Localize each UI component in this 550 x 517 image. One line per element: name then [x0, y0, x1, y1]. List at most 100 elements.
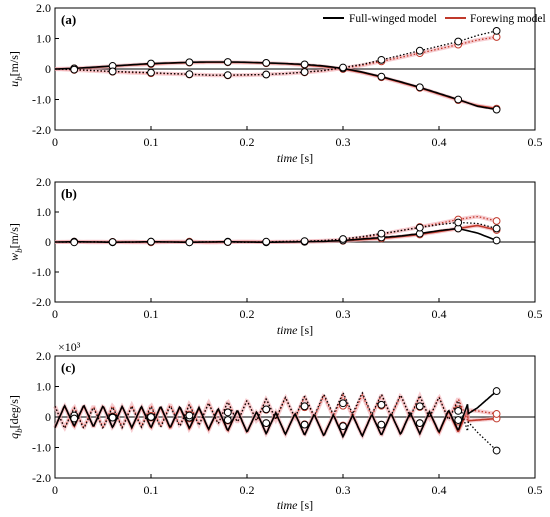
panel-c-series-0-marker	[262, 419, 271, 428]
panel-b-xlabel: time [s]	[277, 323, 313, 337]
panel-b-xlabel-name: time	[277, 323, 298, 337]
panel-c-series-0-marker	[377, 420, 386, 429]
panel-a-series-1-marker	[492, 26, 501, 35]
panel-c-series-0-marker	[415, 419, 424, 428]
panel-c-ytick-label: -2.0	[32, 471, 51, 485]
panel-b-series-1-marker	[492, 224, 501, 233]
panel-a-ytick-label: -1.0	[32, 93, 51, 107]
panel-a-series-0-marker	[223, 58, 232, 66]
panel-b-ylabel-sub: b	[14, 248, 24, 253]
panel-b-series-1-line	[55, 221, 497, 243]
panel-c-ylabel-main: q	[7, 433, 21, 439]
panel-c-ylabel-unit: [deg/s]	[7, 395, 21, 428]
panel-b-series-1-marker	[262, 237, 271, 246]
panel-a-series-0-marker	[454, 95, 463, 104]
panel-a-xlabel-name: time	[277, 151, 298, 165]
panel-b-ytick-label: 1.0	[36, 205, 51, 219]
panel-b-series-2-halo	[55, 223, 498, 245]
panel-b-series-1-marker	[300, 237, 309, 246]
panel-b-ylabel-unit: [m/s]	[7, 223, 21, 248]
panel-a-xlabel-unit: [s]	[301, 151, 314, 165]
panel-b-ylabel-main: w	[7, 253, 21, 261]
panel-b-series-1-marker	[223, 238, 232, 246]
panel-b-ytick-label: 0	[45, 235, 51, 249]
panel-a-xtick-label: 0.4	[432, 135, 447, 149]
panel-c-series-0-marker	[300, 420, 309, 429]
panel-b-series-0-marker	[492, 236, 501, 245]
panel-c-yticks: 2.0 1.0 0 -1.0 -2.0	[32, 349, 59, 485]
panel-c-series-1-line	[54, 391, 498, 452]
panel-c-series-3-marker	[492, 410, 501, 418]
panel-b-xtick-label: 0.3	[336, 307, 351, 321]
panel-a-series-1-marker	[415, 46, 424, 55]
panel-c-series-1-marker	[454, 407, 463, 415]
panel-b-yticks: 2.0 1.0 0 -1.0 -2.0	[32, 175, 59, 309]
panel-a-series-1-marker	[147, 68, 155, 77]
panel-a-series-1-marker	[339, 63, 347, 72]
panel-c-label: (c)	[61, 360, 75, 375]
panel-b-xtick-label: 0	[52, 307, 58, 321]
panel-b-xtick-label: 0.1	[144, 307, 159, 321]
panel-c-ylabel: qb[deg/s]	[7, 395, 24, 439]
panel-c-xtick-label: 0.2	[240, 483, 255, 497]
panel-c-xtick-label: 0.4	[432, 483, 447, 497]
panel-c-series-1-marker	[262, 405, 271, 414]
panel-c-series-0-marker	[339, 422, 347, 431]
panel-c-series-1-marker	[185, 411, 194, 420]
panel-a: (a) 2.01.00-1.0-2.0 0 0.1 0.2 0.3 0.4 0.5 ub[…	[7, 1, 543, 165]
panel-a-series-1-marker	[70, 65, 79, 74]
panel-b-series-3-halo	[55, 214, 498, 245]
panel-c-series-1-marker	[415, 402, 424, 411]
panel-a-yticks: 2.0 1.0 0 -1.0 -2.0	[32, 1, 59, 137]
panel-b-series-3-marker	[492, 217, 501, 225]
panel-b-series-1-marker	[454, 218, 463, 227]
panel-b-series-3-line	[55, 215, 497, 243]
legend: Full-winged model Forewing model	[323, 13, 546, 25]
panel-b-series-1-marker	[415, 223, 424, 232]
panel-a-series-1-marker	[262, 70, 271, 79]
panel-b: (b) 2.01.00-1.0-2.0 0 0.1 0.2 0.3 0.4 0.5 wb[…	[7, 175, 543, 337]
panel-a-series-1-marker	[377, 55, 386, 64]
panel-c-xlabel-unit: [s]	[301, 498, 314, 512]
panel-c-xtick-label: 0.3	[336, 483, 351, 497]
panel-c-series-1-marker	[70, 414, 79, 423]
panel-c-series-0-line	[54, 390, 498, 439]
panel-c: (c) ×10³ 2.0 1.0 0 -1.0 -2.0 0 0.1 0.2 0.3 0.4 0.…	[7, 340, 543, 512]
panel-c-series-0-marker	[492, 387, 501, 395]
panel-b-series-1-marker	[377, 229, 386, 238]
panel-c-xlabel-name: time	[277, 498, 298, 512]
panel-a-xtick-label: 0.5	[528, 135, 543, 149]
panel-c-xtick-label: 0	[52, 483, 58, 497]
panel-a-ytick-label: -2.0	[32, 123, 51, 137]
panel-a-xticks: 0 0.1 0.2 0.3 0.4 0.5	[52, 126, 543, 149]
panel-c-multiplier: ×10³	[58, 340, 81, 354]
panel-a-label: (a)	[61, 12, 76, 27]
panel-a-series-0-marker	[492, 105, 501, 114]
panel-a-series-1-marker	[454, 37, 463, 46]
panel-b-xlabel-unit: [s]	[301, 323, 314, 337]
panel-b-xtick-label: 0.5	[528, 307, 543, 321]
panel-c-series-1-marker	[147, 413, 155, 421]
legend-full-label: Full-winged model	[349, 13, 437, 25]
panel-b-series-1-marker	[339, 235, 347, 243]
panel-b-series-1-marker	[108, 238, 117, 246]
panel-c-xtick-label: 0.1	[144, 483, 159, 497]
panel-c-series-1-marker	[300, 402, 309, 411]
panel-c-series-0-marker	[223, 416, 232, 424]
panel-c-xlabel: time [s]	[277, 498, 313, 512]
panel-a-xtick-label: 0.2	[240, 135, 255, 149]
panel-a-ylabel-main: u	[7, 81, 21, 87]
panel-b-xticks: 0 0.1 0.2 0.3 0.4 0.5	[52, 298, 543, 321]
panel-c-series-1-marker	[492, 446, 501, 455]
panel-a-series-0-marker	[300, 60, 309, 69]
panel-a-series-3-halo	[54, 35, 497, 78]
legend-fore-label: Forewing model	[470, 13, 546, 25]
panel-a-series-0-marker	[262, 59, 271, 67]
panel-b-series-1-marker	[185, 238, 194, 247]
panel-a-series-1-marker	[108, 67, 117, 76]
panel-c-series-1-marker	[223, 408, 232, 417]
panel-a-series-3-line	[54, 36, 497, 77]
panel-a-series-1-marker	[300, 68, 309, 76]
panel-a-series-1-marker	[185, 70, 194, 79]
